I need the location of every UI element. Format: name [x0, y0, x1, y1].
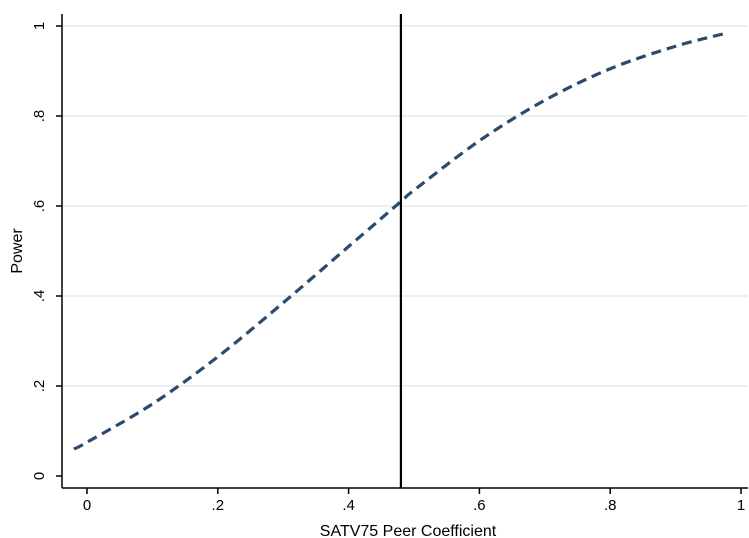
x-tick-label: 1 — [737, 497, 745, 514]
y-axis-title: Power — [9, 228, 26, 274]
x-tick-label: .8 — [604, 497, 617, 514]
tick-labels: 0 .2 .4 .6 .8 1 0 .2 .4 .6 .8 1 — [31, 22, 745, 514]
grid-lines — [62, 25, 748, 387]
y-tick-label: 0 — [31, 472, 48, 480]
axes — [56, 14, 748, 494]
x-tick-label: .4 — [342, 497, 355, 514]
y-tick-label: .6 — [31, 200, 48, 213]
power-curve — [73, 31, 729, 451]
y-tick-label: .8 — [31, 110, 48, 123]
y-tick-label: 1 — [31, 22, 48, 30]
x-tick-label: .2 — [212, 497, 225, 514]
x-axis-title: SATV75 Peer Coefficient — [320, 523, 497, 538]
x-tick-label: .6 — [473, 497, 486, 514]
series-layer — [73, 31, 729, 451]
x-tick-label: 0 — [83, 497, 91, 514]
y-tick-label: .4 — [31, 290, 48, 303]
y-tick-label: .2 — [31, 380, 48, 393]
